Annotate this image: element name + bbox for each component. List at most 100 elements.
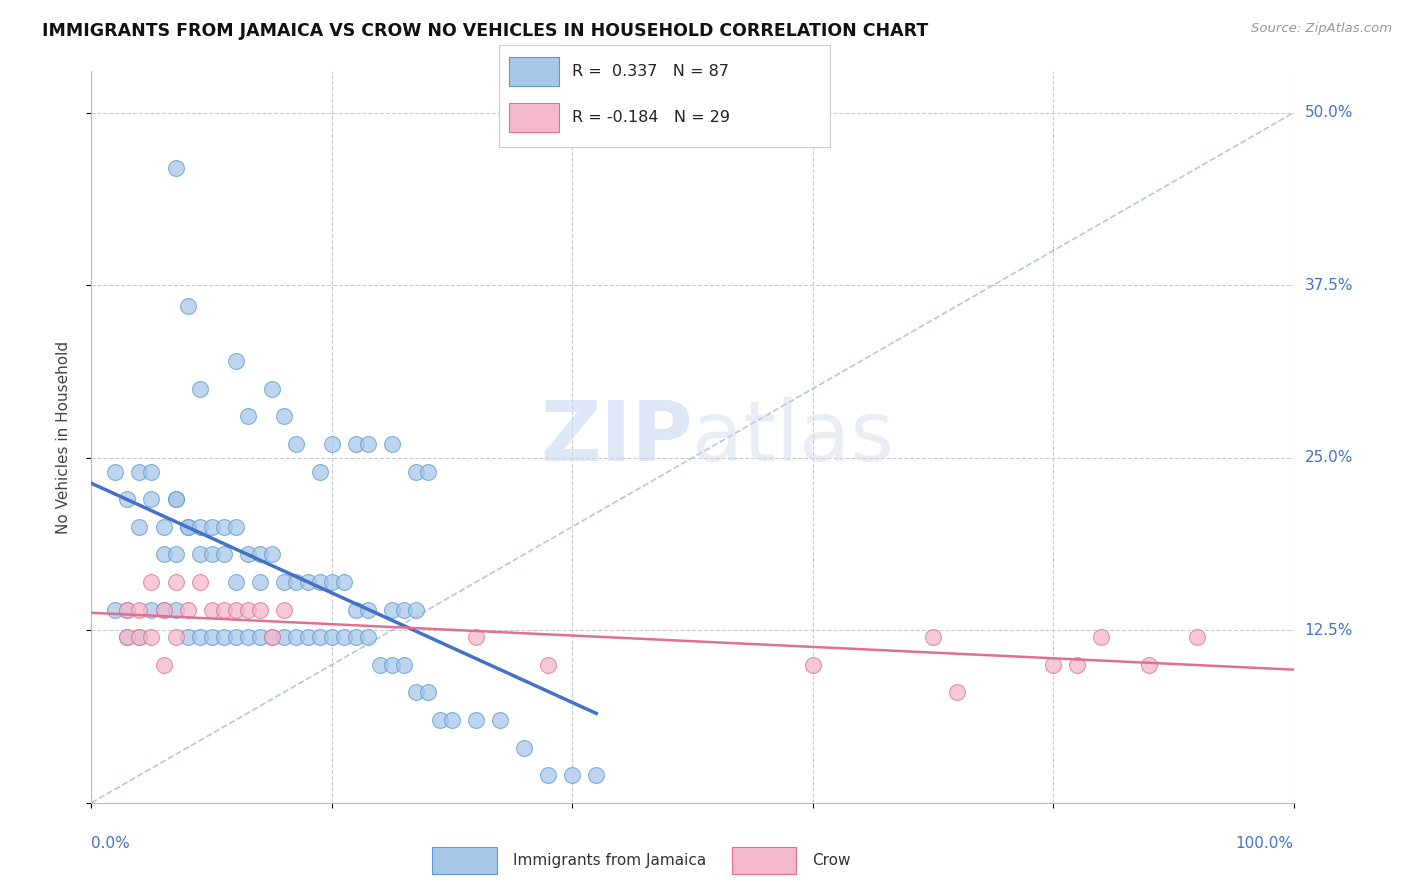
Point: [801, 657, 824, 672]
Point: [249, 574, 271, 589]
Text: R =  0.337   N = 87: R = 0.337 N = 87: [572, 63, 728, 78]
Point: [188, 574, 211, 589]
Point: [165, 161, 187, 175]
Point: [225, 630, 247, 644]
Point: [236, 409, 259, 424]
Point: [152, 602, 174, 616]
Point: [212, 630, 235, 644]
Point: [381, 437, 404, 451]
Point: [128, 465, 150, 479]
Point: [344, 602, 367, 616]
Point: [392, 602, 415, 616]
Point: [141, 630, 163, 644]
Text: 37.5%: 37.5%: [1305, 277, 1353, 293]
Point: [321, 630, 343, 644]
Point: [440, 713, 463, 727]
Point: [141, 492, 163, 507]
Point: [1137, 657, 1160, 672]
Point: [188, 382, 211, 396]
Point: [513, 740, 536, 755]
Point: [141, 465, 163, 479]
Point: [117, 602, 139, 616]
FancyBboxPatch shape: [731, 847, 796, 874]
Text: 50.0%: 50.0%: [1305, 105, 1353, 120]
Point: [176, 520, 198, 534]
Point: [1042, 657, 1064, 672]
Point: [284, 437, 307, 451]
Point: [212, 548, 235, 562]
Point: [946, 685, 969, 699]
Text: ZIP: ZIP: [540, 397, 692, 477]
Point: [273, 630, 295, 644]
Point: [381, 657, 404, 672]
Text: R = -0.184   N = 29: R = -0.184 N = 29: [572, 110, 730, 125]
Point: [1187, 630, 1209, 644]
Point: [117, 630, 139, 644]
Point: [152, 602, 174, 616]
Point: [128, 602, 150, 616]
Point: [333, 574, 356, 589]
Point: [273, 602, 295, 616]
Point: [200, 630, 222, 644]
Point: [117, 602, 139, 616]
Point: [321, 574, 343, 589]
Point: [273, 574, 295, 589]
Point: [225, 602, 247, 616]
Point: [212, 602, 235, 616]
Point: [260, 630, 283, 644]
Point: [405, 685, 427, 699]
Point: [333, 630, 356, 644]
Point: [1090, 630, 1112, 644]
Point: [368, 657, 391, 672]
Point: [405, 602, 427, 616]
Point: [308, 465, 330, 479]
Point: [176, 520, 198, 534]
FancyBboxPatch shape: [509, 103, 558, 132]
Point: [225, 520, 247, 534]
Point: [236, 630, 259, 644]
Point: [537, 657, 560, 672]
Point: [200, 548, 222, 562]
Point: [176, 602, 198, 616]
Text: 25.0%: 25.0%: [1305, 450, 1353, 466]
FancyBboxPatch shape: [433, 847, 496, 874]
Point: [405, 465, 427, 479]
Point: [165, 602, 187, 616]
Point: [561, 768, 583, 782]
Point: [141, 574, 163, 589]
Point: [308, 630, 330, 644]
Point: [188, 630, 211, 644]
Point: [128, 520, 150, 534]
Point: [236, 602, 259, 616]
Point: [188, 520, 211, 534]
Point: [321, 437, 343, 451]
FancyBboxPatch shape: [509, 57, 558, 86]
Point: [357, 602, 380, 616]
Point: [260, 548, 283, 562]
Text: Source: ZipAtlas.com: Source: ZipAtlas.com: [1251, 22, 1392, 36]
Point: [104, 602, 127, 616]
Point: [344, 437, 367, 451]
Point: [225, 574, 247, 589]
Point: [200, 520, 222, 534]
Point: [176, 299, 198, 313]
Point: [260, 382, 283, 396]
Text: atlas: atlas: [692, 397, 894, 477]
Point: [225, 354, 247, 368]
Text: Immigrants from Jamaica: Immigrants from Jamaica: [513, 854, 706, 868]
Point: [249, 548, 271, 562]
Point: [585, 768, 607, 782]
Point: [489, 713, 512, 727]
Point: [922, 630, 945, 644]
Point: [381, 602, 404, 616]
Point: [212, 520, 235, 534]
Point: [165, 492, 187, 507]
Point: [537, 768, 560, 782]
Point: [308, 574, 330, 589]
Point: [1066, 657, 1088, 672]
Point: [357, 630, 380, 644]
Point: [176, 630, 198, 644]
Point: [297, 630, 319, 644]
Point: [249, 602, 271, 616]
Text: 12.5%: 12.5%: [1305, 623, 1353, 638]
